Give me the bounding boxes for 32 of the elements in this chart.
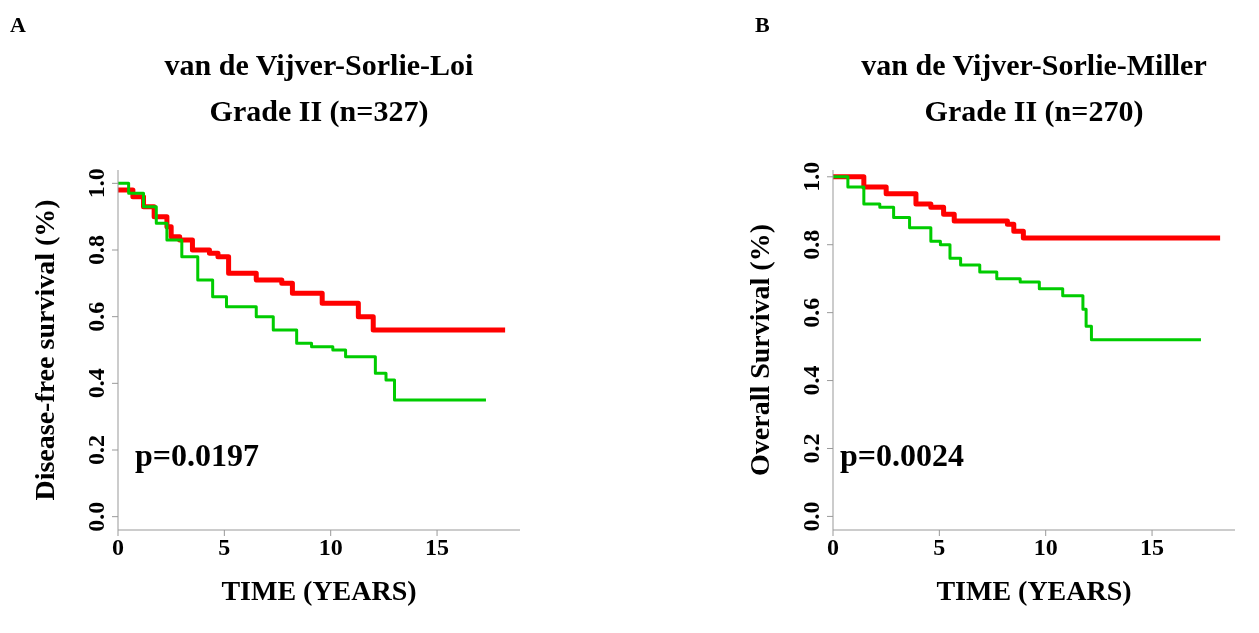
chart-subtitle: Grade II (n=327) bbox=[208, 93, 430, 129]
y-tick-label: 0.2 bbox=[83, 435, 109, 465]
y-tick-label: 1.0 bbox=[83, 168, 109, 199]
x-tick-label: 15 bbox=[1140, 534, 1165, 561]
x-tick-label: 10 bbox=[318, 534, 343, 561]
y-tick-label: 1.0 bbox=[798, 161, 824, 192]
x-tick-label: 5 bbox=[218, 534, 231, 561]
y-tick-label: 0.4 bbox=[83, 368, 109, 399]
y-tick-label: 0.4 bbox=[798, 365, 824, 396]
chart-subtitle: Grade II (n=270) bbox=[923, 93, 1145, 129]
text: B bbox=[755, 12, 770, 38]
y-tick-label: 0.0 bbox=[798, 501, 824, 532]
y-tick-label: 0.2 bbox=[798, 433, 824, 464]
y-tick-label: 0.8 bbox=[83, 235, 109, 265]
y-axis-title: Disease-free survival (%) bbox=[28, 199, 60, 501]
y-axis-title: Overall Survival (%) bbox=[743, 224, 775, 476]
y-tick-label: 0.6 bbox=[798, 297, 824, 328]
y-tick-label: 0.6 bbox=[83, 301, 109, 332]
x-tick-label: 0 bbox=[827, 534, 839, 561]
x-tick-label: 5 bbox=[933, 534, 946, 561]
y-tick-label: 0.8 bbox=[798, 229, 824, 260]
annotation: p=0.0024 bbox=[840, 437, 965, 474]
x-tick-label: 0 bbox=[112, 534, 124, 561]
y-tick-label: 0.0 bbox=[83, 501, 109, 532]
chart-title: van de Vijver-Sorlie-Miller bbox=[860, 47, 1208, 83]
x-axis-title: TIME (YEARS) bbox=[936, 575, 1132, 606]
x-tick-label: 15 bbox=[425, 534, 450, 561]
x-tick-label: 10 bbox=[1033, 534, 1058, 561]
annotation: p=0.0197 bbox=[135, 437, 260, 474]
text: A bbox=[10, 12, 26, 38]
chart-title: van de Vijver-Sorlie-Loi bbox=[163, 47, 475, 83]
x-axis-title: TIME (YEARS) bbox=[221, 575, 417, 606]
